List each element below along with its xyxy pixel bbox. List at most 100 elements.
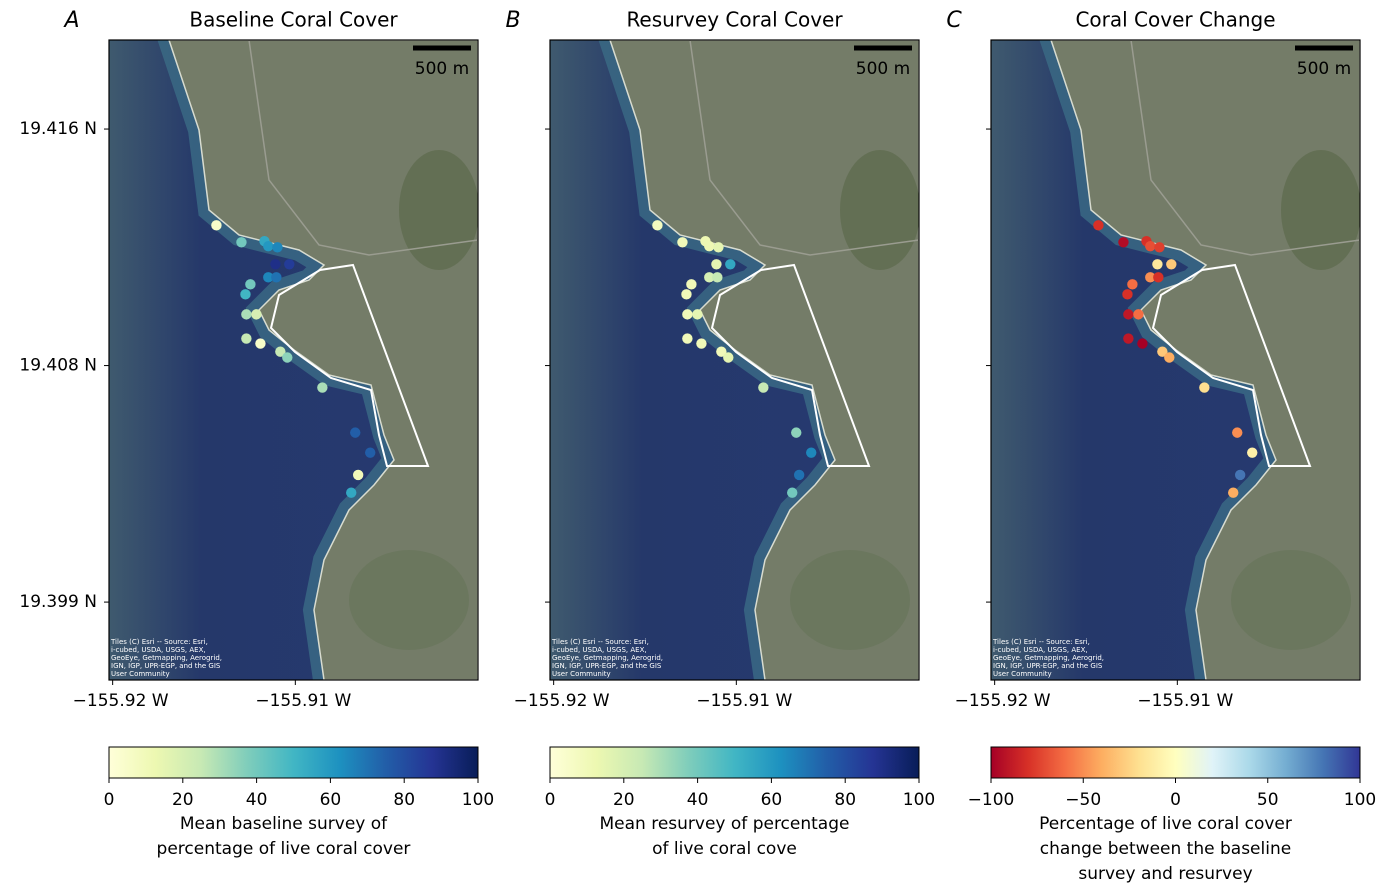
- attribution: GeoEye, Getmapping, Aerogrid,: [552, 654, 663, 662]
- colorbar-tick-label: 100: [1344, 790, 1376, 810]
- map: Tiles (C) Esri -- Source: Esri,i-cubed, …: [550, 40, 920, 680]
- survey-site: [681, 289, 691, 299]
- colorbar-tick-label: 0: [104, 790, 115, 810]
- survey-site: [704, 241, 714, 251]
- attribution: Tiles (C) Esri -- Source: Esri,: [992, 638, 1090, 646]
- colorbar-tick-label: 80: [393, 790, 415, 810]
- panel-title: Baseline Coral Cover: [189, 8, 398, 32]
- attribution: GeoEye, Getmapping, Aerogrid,: [111, 654, 222, 662]
- survey-site: [1137, 338, 1147, 348]
- survey-site: [725, 259, 735, 269]
- survey-site: [271, 272, 281, 282]
- survey-site: [346, 488, 356, 498]
- attribution: User Community: [993, 670, 1052, 678]
- survey-site: [245, 279, 255, 289]
- attribution: Tiles (C) Esri -- Source: Esri,: [551, 638, 649, 646]
- colorbar-label: change between the baseline: [1040, 839, 1291, 859]
- vegetation: [1231, 550, 1351, 650]
- scale-label: 500 m: [1297, 59, 1351, 79]
- survey-site: [211, 220, 221, 230]
- colorbar-tick-label: 100: [462, 790, 494, 810]
- survey-site: [758, 382, 768, 392]
- survey-site: [1154, 242, 1164, 252]
- colorbar-tick-label: 20: [613, 790, 635, 810]
- y-tick-label: 19.399 N: [19, 592, 97, 612]
- figure: Tiles (C) Esri -- Source: Esri,i-cubed, …: [0, 0, 1391, 886]
- survey-site: [713, 242, 723, 252]
- survey-site: [791, 427, 801, 437]
- survey-site: [270, 259, 280, 269]
- colorbar-tick-label: 60: [320, 790, 342, 810]
- panel-title: Coral Cover Change: [1075, 8, 1275, 32]
- survey-site: [353, 470, 363, 480]
- panel-letter: B: [505, 8, 520, 33]
- attribution: User Community: [552, 670, 611, 678]
- attribution: i-cubed, USDA, USGS, AEX,: [552, 646, 647, 654]
- survey-site: [1153, 272, 1163, 282]
- colorbar-tick-label: 80: [834, 790, 856, 810]
- survey-site: [1093, 220, 1103, 230]
- survey-site: [677, 237, 687, 247]
- colorbar-label: Mean baseline survey of: [180, 814, 388, 834]
- colorbar: [550, 747, 919, 778]
- survey-site: [365, 447, 375, 457]
- colorbar: [991, 747, 1360, 778]
- colorbar-tick-label: 40: [246, 790, 268, 810]
- survey-site: [806, 447, 816, 457]
- survey-site: [682, 309, 692, 319]
- colorbar-tick-label: 0: [545, 790, 556, 810]
- survey-site: [1228, 488, 1238, 498]
- survey-site: [652, 220, 662, 230]
- x-tick-label: −155.92 W: [955, 691, 1051, 711]
- survey-site: [1123, 309, 1133, 319]
- survey-site: [723, 352, 733, 362]
- survey-site: [1145, 241, 1155, 251]
- attribution: IGN, IGP, UPR-EGP, and the GIS: [552, 662, 662, 670]
- x-tick-label: −155.91 W: [255, 691, 351, 711]
- survey-site: [711, 259, 721, 269]
- survey-site: [1166, 259, 1176, 269]
- survey-site: [1123, 333, 1133, 343]
- attribution: User Community: [111, 670, 170, 678]
- survey-site: [317, 382, 327, 392]
- colorbar-label: percentage of live coral cover: [157, 839, 411, 859]
- survey-site: [1133, 309, 1143, 319]
- survey-site: [794, 470, 804, 480]
- colorbar-label: Percentage of live coral cover: [1039, 814, 1292, 834]
- survey-site: [787, 488, 797, 498]
- x-tick-label: −155.92 W: [514, 691, 610, 711]
- survey-site: [1247, 447, 1257, 457]
- colorbar-label: Mean resurvey of percentage: [600, 814, 850, 834]
- survey-site: [251, 309, 261, 319]
- survey-site: [1152, 259, 1162, 269]
- survey-site: [1118, 237, 1128, 247]
- attribution: i-cubed, USDA, USGS, AEX,: [111, 646, 206, 654]
- panel-title: Resurvey Coral Cover: [626, 8, 843, 32]
- map: Tiles (C) Esri -- Source: Esri,i-cubed, …: [109, 40, 479, 680]
- colorbar-label: of live coral cove: [652, 839, 797, 859]
- survey-site: [350, 427, 360, 437]
- survey-site: [712, 272, 722, 282]
- y-tick-label: 19.416 N: [19, 119, 97, 139]
- survey-site: [255, 338, 265, 348]
- vegetation: [840, 150, 920, 270]
- vegetation: [349, 550, 469, 650]
- survey-site: [1122, 289, 1132, 299]
- survey-site: [272, 242, 282, 252]
- survey-site: [263, 241, 273, 251]
- survey-site: [1235, 470, 1245, 480]
- colorbar-tick-label: 50: [1257, 790, 1279, 810]
- attribution: IGN, IGP, UPR-EGP, and the GIS: [111, 662, 221, 670]
- colorbar-tick-label: −100: [968, 790, 1015, 810]
- survey-site: [236, 237, 246, 247]
- map: Tiles (C) Esri -- Source: Esri,i-cubed, …: [991, 40, 1361, 680]
- vegetation: [399, 150, 479, 270]
- survey-site: [282, 352, 292, 362]
- x-tick-label: −155.92 W: [73, 691, 169, 711]
- x-tick-label: −155.91 W: [696, 691, 792, 711]
- survey-site: [1232, 427, 1242, 437]
- attribution: IGN, IGP, UPR-EGP, and the GIS: [993, 662, 1103, 670]
- colorbar-tick-label: 60: [761, 790, 783, 810]
- y-tick-label: 19.408 N: [19, 356, 97, 376]
- colorbar-tick-label: 0: [1170, 790, 1181, 810]
